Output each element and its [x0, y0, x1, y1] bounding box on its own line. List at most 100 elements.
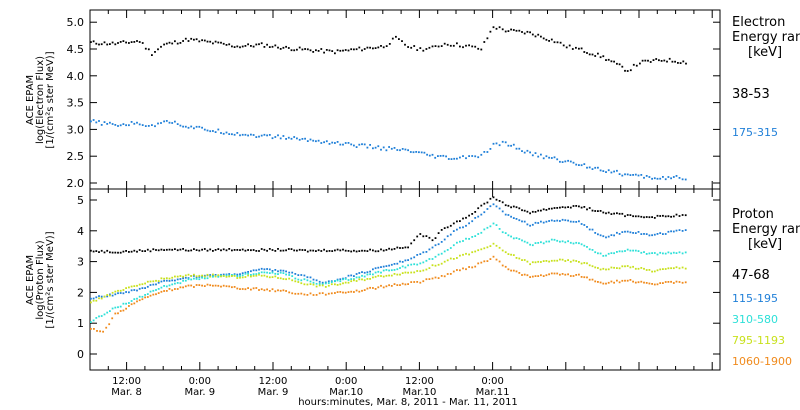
electron-data-point [512, 143, 515, 146]
proton-data-point [431, 239, 434, 242]
proton-data-point [564, 206, 567, 209]
electron-data-point [315, 49, 317, 52]
proton-data-point [303, 283, 306, 286]
proton-data-point [480, 231, 483, 234]
electron-legend-title-2: Energy ranges [732, 30, 800, 45]
proton-data-point [580, 223, 583, 225]
electron-data-point [518, 147, 521, 150]
proton-data-point [452, 258, 455, 260]
proton-data-point [236, 277, 239, 279]
proton-data-point [616, 267, 618, 269]
proton-data-point [640, 251, 643, 254]
proton-data-point [452, 222, 455, 225]
proton-data-point [656, 283, 659, 286]
proton-data-point [462, 240, 464, 242]
electron-data-point [649, 61, 652, 63]
proton-data-point [321, 284, 324, 287]
proton-data-point [133, 285, 136, 287]
proton-data-point [241, 288, 244, 290]
proton-data-point [324, 293, 327, 296]
proton-data-point [347, 279, 350, 281]
proton-data-point [149, 250, 152, 253]
electron-data-point [325, 140, 328, 143]
proton-data-point [572, 205, 575, 207]
proton-data-point [155, 289, 157, 291]
proton-data-point [501, 210, 504, 213]
proton-data-point [117, 292, 119, 295]
proton-data-point [141, 287, 144, 289]
electron-data-point [468, 44, 470, 47]
proton-data-point [228, 275, 231, 278]
electron-data-point [553, 156, 556, 159]
proton-data-point [312, 294, 315, 296]
proton-data-point [684, 267, 687, 270]
proton-data-point [440, 241, 443, 243]
proton-data-point [350, 290, 353, 293]
proton-data-point [206, 283, 209, 286]
electron-data-point [125, 41, 127, 44]
electron-data-point [336, 141, 339, 143]
proton-data-point [114, 290, 117, 293]
proton-data-point [285, 278, 287, 281]
electron-data-point [147, 125, 150, 127]
proton-data-point [353, 279, 355, 282]
proton-data-point [171, 283, 174, 286]
proton-data-point [564, 241, 567, 244]
proton-data-point [306, 294, 309, 296]
proton-data-point [282, 278, 285, 280]
electron-data-point [136, 40, 138, 42]
proton-data-point [567, 273, 569, 276]
proton-data-point [157, 280, 160, 282]
electron-data-point [241, 133, 244, 136]
electron-data-point [363, 48, 366, 50]
proton-data-point [146, 280, 149, 283]
proton-data-point [564, 219, 567, 222]
proton-data-point [515, 257, 518, 259]
electron-y-tick-label: 4.5 [67, 43, 85, 56]
electron-data-point [483, 41, 486, 43]
electron-data-point [431, 45, 434, 48]
proton-data-point [626, 265, 629, 267]
proton-data-point [492, 255, 495, 258]
proton-data-point [165, 290, 168, 292]
proton-data-point [510, 269, 512, 272]
electron-data-point [255, 43, 258, 46]
proton-data-point [369, 270, 371, 273]
proton-data-point [318, 292, 321, 295]
proton-data-point [416, 235, 419, 238]
proton-data-point [203, 285, 206, 287]
proton-data-point [518, 219, 521, 222]
electron-data-point [591, 168, 594, 170]
proton-data-point [634, 232, 637, 234]
electron-data-point [415, 151, 418, 153]
proton-data-point [637, 215, 640, 218]
proton-data-point [327, 284, 330, 287]
proton-data-point [201, 248, 203, 251]
proton-data-point [117, 251, 119, 254]
proton-data-point [599, 268, 602, 271]
proton-data-point [540, 241, 542, 244]
electron-data-point [568, 44, 571, 47]
electron-data-point [510, 28, 512, 31]
electron-data-point [209, 40, 212, 43]
proton-data-point [471, 251, 474, 254]
proton-data-point [531, 210, 534, 213]
electron-data-point [486, 37, 489, 40]
proton-data-point [306, 250, 309, 253]
electron-data-point [407, 46, 409, 48]
proton-data-point [321, 281, 324, 284]
electron-data-point [336, 49, 339, 52]
proton-data-point [580, 206, 583, 209]
electron-data-point [160, 122, 162, 124]
proton-data-point [449, 273, 452, 275]
electron-data-point [446, 43, 449, 46]
proton-data-point [521, 274, 523, 276]
electron-y-tick-label: 2.0 [67, 177, 85, 190]
proton-data-point [288, 277, 291, 280]
proton-data-point [434, 255, 437, 258]
proton-data-point [290, 248, 293, 250]
proton-data-point [480, 213, 483, 216]
electron-data-point [645, 175, 648, 177]
electron-data-point [450, 158, 453, 160]
proton-data-point [564, 260, 567, 262]
